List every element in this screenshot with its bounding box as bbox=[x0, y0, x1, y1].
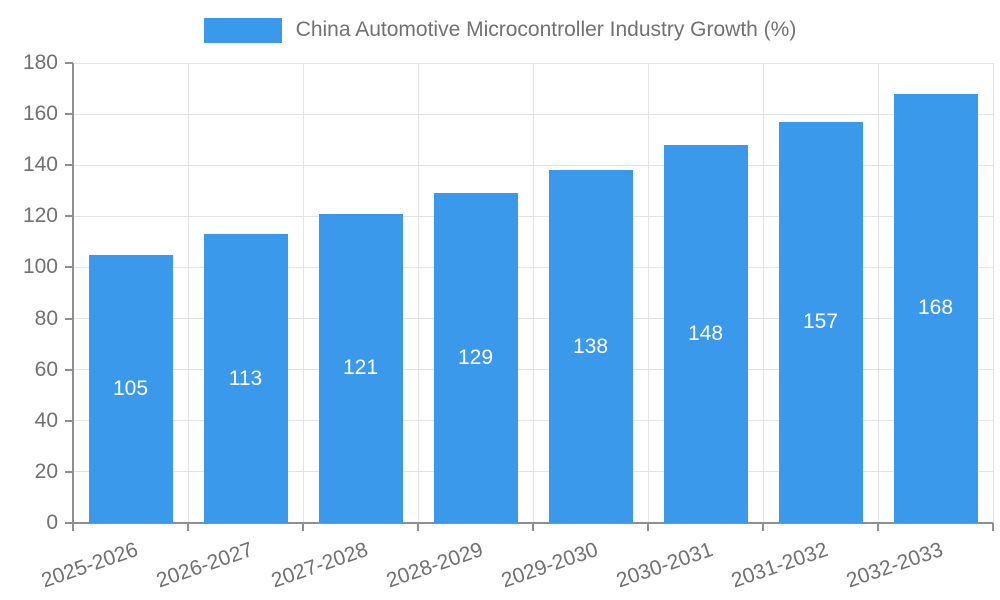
y-axis-tick-label: 100 bbox=[22, 255, 58, 279]
bar-value-label: 105 bbox=[112, 376, 149, 400]
bar[interactable] bbox=[433, 193, 518, 523]
bar-value-label: 138 bbox=[572, 334, 609, 358]
legend-label: China Automotive Microcontroller Industr… bbox=[295, 18, 797, 41]
x-gridline bbox=[877, 63, 879, 523]
x-gridline bbox=[417, 63, 419, 523]
y-axis-tick bbox=[65, 317, 73, 320]
y-axis-tick-label: 180 bbox=[22, 51, 58, 74]
bar-value-label: 157 bbox=[802, 310, 839, 334]
bar[interactable] bbox=[778, 121, 863, 523]
y-axis-tick-label: 0 bbox=[46, 511, 58, 534]
x-axis-tick bbox=[302, 523, 304, 531]
y-axis-tick bbox=[65, 266, 73, 269]
bar-value-label: 148 bbox=[687, 321, 724, 345]
bar[interactable] bbox=[663, 144, 748, 523]
y-axis-tick bbox=[65, 470, 73, 473]
x-axis-tick bbox=[992, 523, 994, 531]
x-axis-tick bbox=[762, 523, 764, 531]
y-axis-tick bbox=[65, 368, 73, 371]
bar[interactable] bbox=[893, 93, 978, 523]
y-axis-tick-label: 160 bbox=[22, 102, 58, 126]
x-axis-category-label: 2030-2031 bbox=[612, 538, 716, 593]
bar-value-label: 168 bbox=[917, 296, 954, 320]
y-axis-tick bbox=[65, 522, 73, 524]
x-gridline bbox=[302, 63, 304, 523]
x-axis-category-label: 2031-2032 bbox=[727, 538, 831, 593]
y-axis-tick-label: 20 bbox=[34, 459, 58, 483]
y-axis-tick bbox=[65, 419, 73, 422]
y-axis-tick-label: 60 bbox=[34, 357, 58, 381]
y-axis-tick bbox=[65, 164, 73, 167]
x-axis-tick bbox=[532, 523, 534, 531]
y-axis-line bbox=[72, 63, 74, 531]
x-axis-tick bbox=[877, 523, 879, 531]
x-axis-line bbox=[73, 522, 993, 524]
x-gridline bbox=[992, 63, 994, 523]
x-axis-category-label: 2026-2027 bbox=[152, 538, 256, 593]
x-gridline bbox=[762, 63, 764, 523]
x-axis-category-label: 2029-2030 bbox=[497, 538, 601, 593]
y-axis-tick bbox=[65, 215, 73, 218]
x-axis-category-label: 2032-2033 bbox=[842, 538, 946, 593]
bar[interactable] bbox=[88, 254, 173, 523]
x-axis-tick bbox=[647, 523, 649, 531]
y-axis-tick-label: 80 bbox=[34, 306, 58, 330]
x-gridline bbox=[532, 63, 534, 523]
legend-swatch bbox=[203, 17, 282, 43]
bar-value-label: 121 bbox=[342, 356, 379, 380]
y-axis-tick bbox=[65, 113, 73, 116]
x-axis-category-label: 2025-2026 bbox=[37, 538, 141, 593]
bar-value-label: 129 bbox=[457, 346, 494, 370]
y-axis-tick-label: 140 bbox=[22, 153, 58, 177]
x-gridline bbox=[187, 63, 189, 523]
x-axis-tick bbox=[417, 523, 419, 531]
legend[interactable]: China Automotive Microcontroller Industr… bbox=[0, 17, 1000, 43]
y-axis-tick bbox=[65, 62, 73, 64]
x-gridline bbox=[647, 63, 649, 523]
bar-value-label: 113 bbox=[228, 366, 263, 390]
x-axis-category-label: 2028-2029 bbox=[382, 538, 486, 593]
x-axis-tick bbox=[187, 523, 189, 531]
x-axis-category-label: 2027-2028 bbox=[267, 538, 371, 593]
bar[interactable] bbox=[548, 170, 633, 523]
y-axis-tick-label: 40 bbox=[34, 408, 58, 432]
bar[interactable] bbox=[318, 213, 403, 523]
bar[interactable] bbox=[203, 234, 288, 523]
y-axis-tick-label: 120 bbox=[22, 204, 58, 228]
